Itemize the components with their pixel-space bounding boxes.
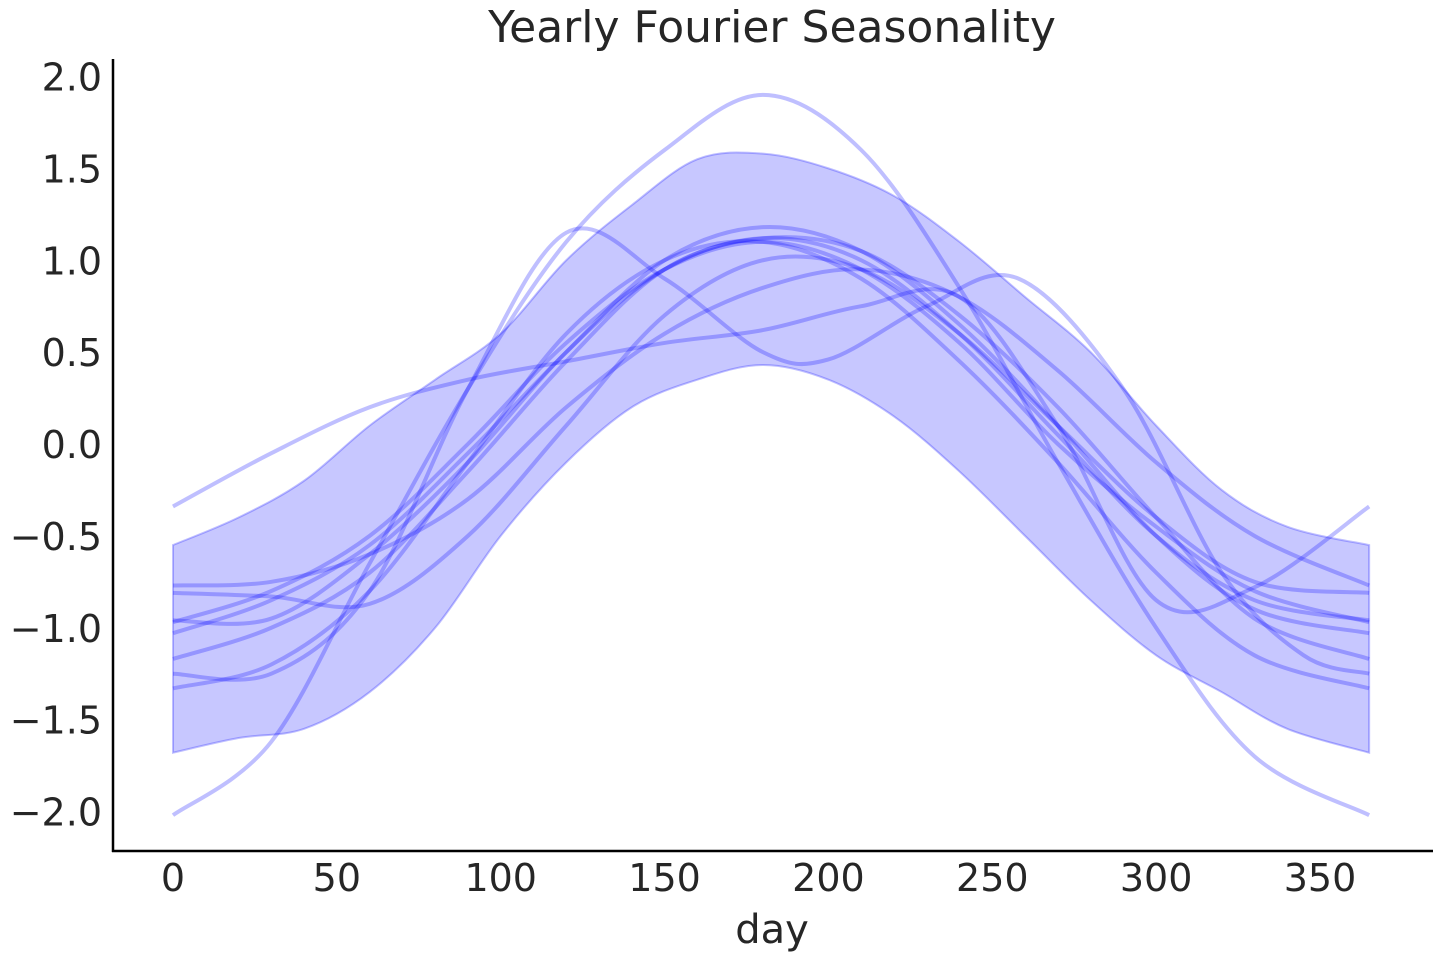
sample-line-1 [172, 287, 1371, 615]
y-tick-label: 0.0 [42, 423, 102, 467]
x-axis-label: day [735, 907, 809, 953]
x-tick-label: 150 [628, 856, 701, 900]
sample-line-7 [172, 225, 1370, 636]
sample-line-4 [172, 254, 1370, 610]
x-tick-label: 350 [1284, 856, 1357, 900]
y-axis-ticks: 2.0 1.5 1.0 0.5 0.0 −0.5 −1.0 −1.5 −2.0 [10, 56, 102, 835]
sample-line-3 [172, 267, 1370, 588]
x-tick-label: 250 [956, 856, 1029, 900]
x-axis-ticks: 0 50 100 150 200 250 300 350 [161, 856, 1356, 900]
y-tick-label: −2.0 [10, 791, 102, 835]
y-tick-label: −0.5 [10, 515, 102, 559]
sample-line-0 [171, 92, 1371, 817]
x-tick-label: 0 [161, 856, 185, 900]
y-tick-label: −1.0 [10, 607, 102, 651]
y-tick-label: 1.0 [42, 239, 102, 283]
x-tick-label: 100 [464, 856, 537, 900]
credible-interval-band [172, 151, 1371, 755]
y-tick-label: 1.5 [42, 147, 102, 191]
x-tick-label: 300 [1120, 856, 1193, 900]
sample-line-6 [172, 239, 1370, 625]
sample-line-5 [172, 236, 1370, 626]
x-tick-label: 50 [313, 856, 361, 900]
y-tick-label: 2.0 [42, 56, 102, 100]
sample-line-9 [172, 239, 1370, 691]
sample-line-2 [172, 226, 1370, 682]
x-tick-label: 200 [792, 856, 865, 900]
plot-area [171, 92, 1371, 817]
y-tick-label: −1.5 [10, 699, 102, 743]
chart-title: Yearly Fourier Seasonality [487, 2, 1056, 53]
y-tick-label: 0.5 [42, 331, 102, 375]
sample-line-8 [172, 235, 1370, 661]
